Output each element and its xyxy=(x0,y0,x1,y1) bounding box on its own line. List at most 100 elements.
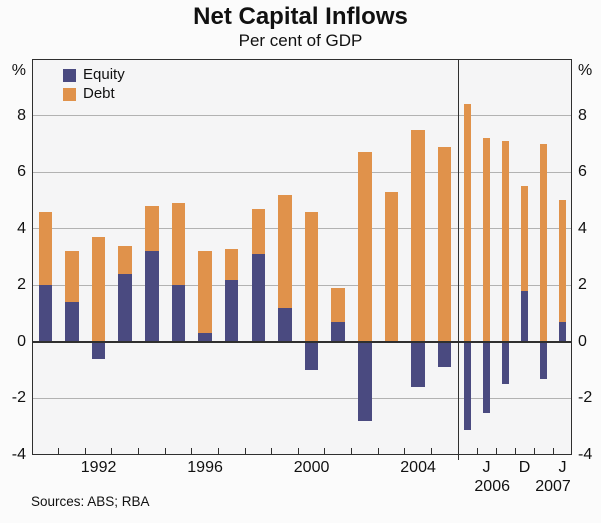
equity-color-swatch xyxy=(63,68,76,82)
bar-segment-debt xyxy=(91,237,106,342)
x-axis-tick xyxy=(84,448,86,454)
bar-segment-debt xyxy=(198,251,212,334)
x-axis-label: J xyxy=(558,459,567,476)
bar-segment-equity xyxy=(558,322,567,342)
gridline xyxy=(32,397,572,399)
x-axis-tick xyxy=(138,448,139,454)
bar-segment-debt xyxy=(171,203,186,286)
bar-segment-debt xyxy=(358,152,372,342)
bar-segment-equity xyxy=(38,285,53,342)
y-tick-label-right: -2 xyxy=(578,389,593,407)
x-axis-label: 2000 xyxy=(293,459,330,476)
y-tick-label-left: 6 xyxy=(17,163,26,181)
x-axis-tick xyxy=(533,448,535,454)
legend-item-debt: Debt xyxy=(63,85,125,103)
x-axis-tick xyxy=(514,448,516,454)
x-axis-tick xyxy=(377,448,379,454)
y-tick-label-right: 6 xyxy=(578,163,587,181)
y-tick-label-right: 0 xyxy=(578,332,587,350)
y-tick-label-right: 2 xyxy=(578,276,587,294)
x-axis-tick xyxy=(164,448,166,454)
x-axis-tick xyxy=(111,448,113,454)
legend-label-debt: Debt xyxy=(83,85,115,102)
bar-segment-debt xyxy=(482,138,491,342)
bar-segment-equity xyxy=(358,341,372,422)
bar-segment-debt xyxy=(251,208,266,255)
x-axis-tick xyxy=(191,448,193,454)
bar-segment-debt xyxy=(411,129,425,342)
y-axis-right: 8 6 4 2 0 -2 -4 xyxy=(578,59,601,463)
x-axis-tick xyxy=(271,448,273,454)
bar-segment-debt xyxy=(463,104,472,342)
bar-segment-equity xyxy=(198,333,212,342)
bar-segment-equity xyxy=(91,341,106,359)
bar-segment-debt xyxy=(539,143,548,342)
bar-segment-equity xyxy=(304,341,319,371)
bar-segment-debt xyxy=(38,211,53,286)
y-tick-label-left: 2 xyxy=(17,276,26,294)
y-tick-label-left: 0 xyxy=(17,332,26,350)
bar-segment-equity xyxy=(65,302,79,342)
x-axis-label: J xyxy=(482,459,491,476)
x-axis-tick xyxy=(324,448,326,454)
plot-area: Equity Debt xyxy=(32,59,572,460)
x-axis-label: 1992 xyxy=(80,459,117,476)
panel-divider-line xyxy=(457,59,459,460)
bar-segment-debt xyxy=(145,206,159,252)
bar-segment-equity xyxy=(520,290,529,342)
plot-frame xyxy=(32,59,572,455)
y-tick-label-right: 8 xyxy=(578,106,587,124)
debt-color-swatch xyxy=(63,87,76,101)
x-axis-tick xyxy=(495,448,497,454)
gridline xyxy=(32,115,572,117)
y-tick-label-left: 8 xyxy=(17,106,26,124)
y-tick-label-right: 4 xyxy=(578,219,587,237)
y-axis-left: 8 6 4 2 0 -2 -4 xyxy=(0,59,26,463)
bar-segment-debt xyxy=(65,251,79,303)
bar-segment-debt xyxy=(501,141,510,342)
bar-segment-equity xyxy=(463,341,472,430)
bar-segment-debt xyxy=(304,211,319,342)
zero-axis-line xyxy=(32,341,572,343)
y-axis-unit-right: % xyxy=(578,62,593,79)
x-axis-tick xyxy=(217,448,219,454)
bar-segment-equity xyxy=(331,322,345,342)
bar-segment-equity xyxy=(437,341,452,368)
x-axis-tick xyxy=(58,448,60,454)
bar-segment-debt xyxy=(437,146,452,342)
bar-segment-equity xyxy=(145,251,159,342)
bar-segment-equity xyxy=(118,273,132,342)
x-axis-tick xyxy=(552,448,554,454)
legend-item-equity: Equity xyxy=(63,66,125,84)
gridline xyxy=(32,228,572,230)
bar-segment-debt xyxy=(278,194,292,308)
x-axis-tick xyxy=(244,448,246,454)
x-axis-tick xyxy=(430,448,432,454)
gridline xyxy=(32,284,572,286)
y-tick-label-left: -4 xyxy=(11,446,26,463)
x-axis-year-label: 2006 xyxy=(474,478,510,495)
bar-segment-debt xyxy=(520,186,529,291)
bar-segment-debt xyxy=(118,245,132,274)
bar-segment-equity xyxy=(501,341,510,385)
x-axis-label: 1996 xyxy=(187,459,223,476)
x-axis-tick xyxy=(476,448,478,454)
legend-label-equity: Equity xyxy=(83,66,125,83)
bar-segment-equity xyxy=(539,341,548,379)
legend: Equity Debt xyxy=(63,66,125,104)
bar-segment-equity xyxy=(171,285,186,342)
chart-subtitle: Per cent of GDP xyxy=(238,31,363,50)
x-axis-tick xyxy=(297,448,299,454)
bar-segment-debt xyxy=(384,191,399,342)
chart-title: Net Capital Inflows xyxy=(193,3,408,30)
bar-segment-debt xyxy=(558,200,567,323)
y-axis-unit-left: % xyxy=(11,62,26,79)
x-axis-tick xyxy=(404,448,406,454)
gridline xyxy=(32,171,572,173)
bar-segment-debt xyxy=(331,288,345,323)
x-axis-year-label: 2007 xyxy=(535,478,571,495)
bar-segment-equity xyxy=(224,279,239,342)
x-axis-tick xyxy=(351,448,352,454)
bar-segment-equity xyxy=(411,341,425,388)
